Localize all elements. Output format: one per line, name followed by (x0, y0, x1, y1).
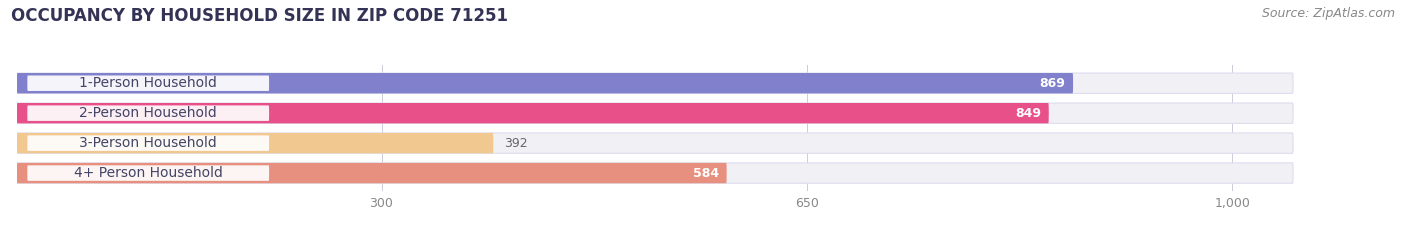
FancyBboxPatch shape (17, 163, 1294, 183)
FancyBboxPatch shape (27, 75, 269, 91)
Text: 3-Person Household: 3-Person Household (79, 136, 217, 150)
FancyBboxPatch shape (27, 105, 269, 121)
FancyBboxPatch shape (27, 165, 269, 181)
Text: Source: ZipAtlas.com: Source: ZipAtlas.com (1261, 7, 1395, 20)
Text: OCCUPANCY BY HOUSEHOLD SIZE IN ZIP CODE 71251: OCCUPANCY BY HOUSEHOLD SIZE IN ZIP CODE … (11, 7, 508, 25)
Text: 392: 392 (503, 137, 527, 150)
FancyBboxPatch shape (17, 133, 494, 153)
FancyBboxPatch shape (17, 133, 1294, 153)
FancyBboxPatch shape (17, 73, 1294, 93)
Text: 584: 584 (693, 167, 718, 180)
FancyBboxPatch shape (17, 73, 1073, 93)
Text: 1-Person Household: 1-Person Household (79, 76, 217, 90)
FancyBboxPatch shape (17, 103, 1294, 123)
Text: 4+ Person Household: 4+ Person Household (73, 166, 222, 180)
Text: 2-Person Household: 2-Person Household (79, 106, 217, 120)
FancyBboxPatch shape (17, 103, 1049, 123)
Text: 849: 849 (1015, 107, 1040, 120)
FancyBboxPatch shape (27, 135, 269, 151)
FancyBboxPatch shape (17, 163, 727, 183)
Text: 869: 869 (1039, 77, 1066, 90)
